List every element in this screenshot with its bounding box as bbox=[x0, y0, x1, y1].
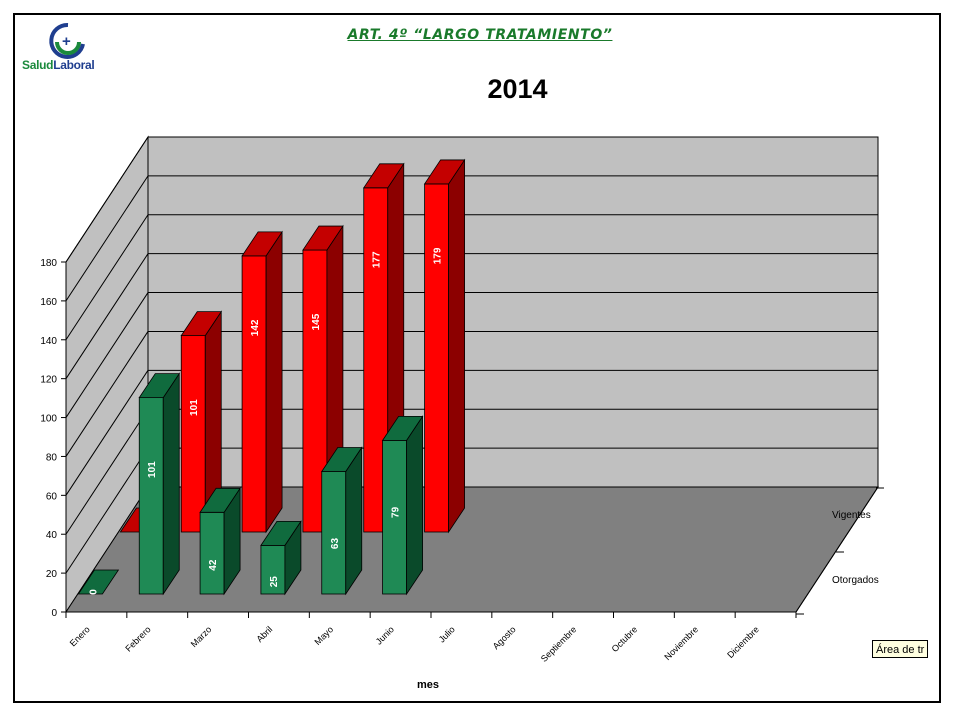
data-label-vigentes: 145 bbox=[311, 313, 322, 330]
x-tick-label: Octubre bbox=[610, 624, 640, 654]
data-label-otorgados: 0 bbox=[88, 589, 99, 595]
bar-otorgados bbox=[199, 487, 241, 596]
slide-frame bbox=[13, 13, 941, 703]
bar-vigentes-top bbox=[180, 311, 222, 337]
bar-vigentes bbox=[180, 310, 222, 534]
salud-laboral-logo: + SaludLaboral bbox=[22, 22, 112, 78]
bar-otorgados-side bbox=[345, 446, 363, 596]
gridline-side bbox=[65, 370, 149, 496]
bar-vigentes bbox=[423, 158, 466, 534]
y-tick-label: 120 bbox=[40, 375, 57, 386]
gridline-side bbox=[65, 214, 149, 341]
x-tick-label: Enero bbox=[68, 624, 92, 648]
bar-otorgados-front bbox=[260, 544, 286, 595]
data-label-vigentes: 101 bbox=[189, 399, 200, 416]
bar-otorgados-side bbox=[406, 415, 423, 596]
gridline-side bbox=[65, 253, 149, 379]
bar-otorgados-top bbox=[138, 373, 180, 399]
gridline-side bbox=[65, 331, 149, 457]
x-tick-label: Febrero bbox=[123, 624, 152, 653]
bar-vigentes-front bbox=[241, 255, 267, 533]
logo-text: SaludLaboral bbox=[22, 58, 95, 72]
x-tick-label: Noviembre bbox=[662, 624, 700, 662]
y-tick-label: 20 bbox=[46, 569, 58, 580]
bar-otorgados-side bbox=[162, 372, 180, 596]
x-axis-title: mes bbox=[417, 679, 439, 691]
bar-vigentes-side bbox=[265, 230, 283, 534]
y-tick-label: 60 bbox=[46, 491, 58, 502]
bar-otorgados-top bbox=[77, 569, 120, 595]
y-tick-label: 140 bbox=[40, 336, 57, 347]
bar-otorgados-top bbox=[321, 447, 363, 472]
bar-vigentes-side bbox=[448, 158, 465, 534]
y-tick-label: 180 bbox=[40, 258, 57, 269]
bar-vigentes-top bbox=[423, 159, 466, 185]
gridline-side bbox=[65, 136, 149, 263]
x-tick-label: Julio bbox=[437, 624, 457, 644]
data-label-otorgados: 42 bbox=[208, 559, 219, 571]
bar-vigentes-top bbox=[241, 231, 283, 257]
slide-title: ART. 4º “LARGO TRATAMIENTO” bbox=[347, 27, 613, 43]
svg-text:+: + bbox=[62, 33, 71, 50]
y-tick-label: 40 bbox=[46, 530, 58, 541]
gridline-side bbox=[65, 447, 149, 574]
depth-axis bbox=[795, 486, 879, 613]
x-tick-label: Junio bbox=[374, 624, 396, 646]
x-tick-label: Marzo bbox=[189, 624, 214, 649]
data-label-otorgados: 63 bbox=[330, 538, 341, 550]
gridline-side bbox=[65, 175, 149, 302]
y-tick-label: 100 bbox=[40, 414, 57, 425]
x-tick-label: Diciembre bbox=[725, 624, 761, 660]
y-tick-label: 80 bbox=[46, 452, 58, 463]
bar-otorgados-front bbox=[321, 471, 347, 595]
chart-area-tooltip: Área de tr bbox=[872, 640, 928, 658]
y-tick-label: 160 bbox=[40, 297, 57, 308]
bar-otorgados bbox=[321, 446, 363, 596]
series-depth-label: Otorgados bbox=[832, 575, 879, 586]
bar-otorgados-top bbox=[199, 487, 241, 513]
x-tick-label: Septiembre bbox=[539, 624, 579, 664]
data-label-vigentes: 142 bbox=[250, 319, 261, 336]
data-label-vigentes: 177 bbox=[372, 251, 383, 268]
bar-otorgados-front bbox=[382, 439, 407, 595]
x-tick-label: Agosto bbox=[491, 624, 518, 651]
bar-vigentes-top bbox=[302, 225, 344, 251]
bar-vigentes-front bbox=[424, 183, 449, 533]
bar-vigentes-top bbox=[363, 163, 405, 189]
bar-vigentes-front bbox=[180, 335, 206, 533]
x-tick-label: Mayo bbox=[313, 624, 336, 647]
bar-otorgados-top bbox=[381, 415, 424, 441]
y-tick-label: 0 bbox=[51, 608, 57, 619]
bar-otorgados bbox=[260, 520, 302, 596]
bar-otorgados-front bbox=[199, 511, 225, 595]
gridline-side bbox=[65, 408, 149, 535]
data-label-otorgados: 79 bbox=[391, 506, 402, 518]
chart-year-title: 2014 bbox=[487, 74, 548, 104]
bar-otorgados bbox=[77, 569, 120, 595]
x-tick-label: Abril bbox=[255, 624, 275, 644]
bar-otorgados bbox=[381, 415, 424, 596]
logo-icon: + bbox=[49, 22, 85, 59]
data-label-vigentes: 179 bbox=[433, 247, 444, 264]
series-depth-label: Vigentes bbox=[832, 510, 871, 521]
data-label-otorgados: 25 bbox=[269, 576, 280, 588]
bar-vigentes bbox=[241, 230, 283, 534]
bar-otorgados bbox=[138, 372, 180, 596]
bar-otorgados-front bbox=[138, 397, 164, 595]
gridline-side bbox=[65, 292, 149, 418]
bar-otorgados-top bbox=[260, 520, 302, 546]
data-label-otorgados: 101 bbox=[147, 461, 158, 478]
